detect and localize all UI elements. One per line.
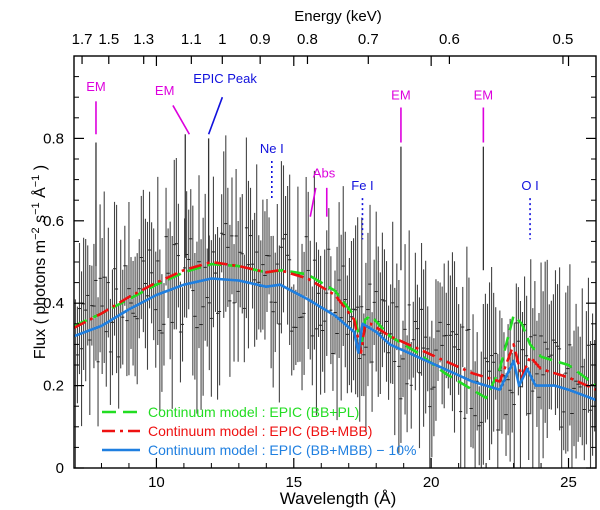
annotation-line [309,187,317,217]
legend-label: Continuum model : EPIC (BB+MBB) − 10% [148,442,416,458]
annotation-label: Ne I [260,141,284,156]
top-tick-label: 1.1 [181,31,202,48]
axes-layer: 10 15 20 25 0 0.2 0.4 0.6 0.8 1.7 1.5 1.3 1.1 1 0.9 0.8… [43,31,597,491]
y-tick-label: 0.4 [43,295,64,312]
legend-label: Continuum model : EPIC (BB+PL) [148,404,359,420]
y-tick-label: 0.8 [43,130,64,147]
annotation-label: EM [474,87,494,102]
annotation-label: Fe I [351,178,373,193]
top-tick-label: 0.6 [439,31,460,48]
x-tick-label: 10 [148,474,165,491]
top-tick-label: 1 [218,31,226,48]
annotation-line [172,105,191,135]
x-tick-label: 15 [285,474,302,491]
annotation-line [207,96,224,135]
annotation-label: EM [155,83,175,98]
model-line-1 [73,262,597,400]
top-tick-label: 1.3 [133,31,154,48]
annotation-label: EPIC Peak [193,71,257,86]
top-axis-label: Energy (keV) [294,8,382,25]
x-tick-label: 20 [423,474,440,491]
y-tick-label: 0 [56,460,64,477]
x-axis-label: Wavelength (Å) [280,489,397,508]
top-tick-label: 1.5 [98,31,119,48]
top-tick-label: 1.7 [72,31,93,48]
model-line-2 [73,260,597,391]
annotations-layer: EM EM EPIC Peak Ne I Abs Fe I EM EM O I [86,71,539,240]
top-tick-label: 0.5 [553,31,574,48]
legend-label: Continuum model : EPIC (BB+MBB) [148,423,372,439]
y-tick-label: 0.6 [43,213,64,230]
top-tick-label: 0.8 [297,31,318,48]
annotation-label: EM [391,87,411,102]
annotation-label: EM [86,79,106,94]
top-tick-label: 0.7 [358,31,379,48]
legend: Continuum model : EPIC (BB+PL) Continuum … [102,404,416,458]
annotation-label: Abs [313,166,336,181]
top-tick-label: 0.9 [250,31,271,48]
x-tick-label: 25 [560,474,577,491]
model-lines-layer [73,260,597,402]
model-line-3 [73,277,597,402]
annotation-label: O I [521,178,538,193]
y-axis-label: Flux ( photons m−2 s−1 Å−1 ) [30,165,49,359]
y-tick-label: 0.2 [43,378,64,395]
